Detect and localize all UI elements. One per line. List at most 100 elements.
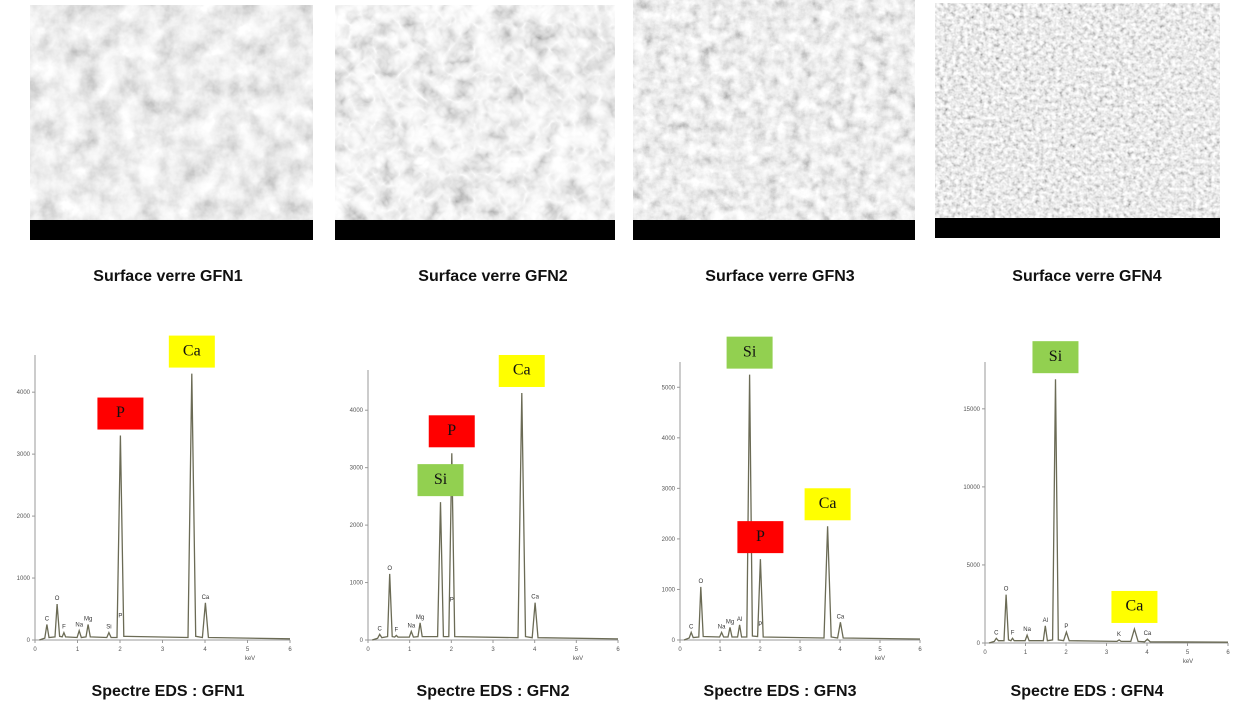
peak-annotation: Ca [1144,631,1152,637]
x-tick-label: 6 [918,647,922,653]
y-tick-label: 0 [672,638,676,644]
x-tick-label: 4 [533,647,537,653]
peak-annotation: K [1117,632,1121,638]
sem-image [935,3,1220,238]
spectrum-line [39,373,291,641]
x-tick-label: 6 [288,647,292,653]
x-axis-label: keV [875,656,885,662]
peak-label-box [726,336,773,369]
x-axis-label: keV [573,656,583,662]
peak-label: P [116,404,125,421]
y-tick-label: 1000 [17,576,31,582]
image-caption: Surface verre GFN4 [1012,268,1162,285]
peak-label-box [1032,341,1079,374]
y-tick-label: 4000 [17,390,31,396]
x-tick-label: 4 [203,647,207,653]
sem-info-bar [30,220,313,240]
y-tick-label: 1000 [662,587,676,593]
x-tick-label: 1 [1024,650,1028,656]
peak-annotation: P [450,598,454,604]
chart-title: Spectre EDS : GFN4 [1011,683,1164,700]
sem-image [633,0,915,240]
y-tick-label: 2000 [17,514,31,520]
x-tick-label: 0 [366,647,370,653]
peak-annotation: O [55,596,60,602]
chart-title: Spectre EDS : GFN1 [92,683,245,700]
x-tick-label: 0 [678,647,682,653]
y-tick-label: 5000 [967,563,981,569]
peak-label-box [498,354,545,387]
peak-label-box [737,521,784,554]
peak-annotation: Al [1043,618,1048,624]
x-tick-label: 2 [450,647,454,653]
x-tick-label: 3 [798,647,802,653]
y-tick-label: 3000 [662,486,676,492]
x-tick-label: 4 [838,647,842,653]
y-tick-label: 5000 [662,385,676,391]
peak-annotation: Na [1023,627,1031,633]
x-axis-label: keV [245,656,255,662]
x-tick-label: 1 [408,647,412,653]
peak-label: Si [743,343,757,360]
y-tick-label: 3000 [350,466,364,472]
x-tick-label: 5 [575,647,579,653]
peak-label: P [447,422,456,439]
peak-annotation: O [1004,587,1009,593]
peak-annotation: Na [407,623,415,629]
x-tick-label: 3 [491,647,495,653]
x-tick-label: 6 [616,647,620,653]
peak-annotation: Al [737,617,742,623]
peak-label-box [97,397,144,430]
peak-annotation: P [758,622,762,628]
peak-label: Ca [513,362,531,379]
x-tick-label: 0 [983,650,987,656]
peak-annotation: F [394,627,398,633]
peak-annotation: Ca [202,595,210,601]
x-tick-label: 5 [878,647,882,653]
peak-annotation: C [377,626,382,632]
peak-label: Si [1049,348,1063,365]
peak-label: Si [434,471,448,488]
peak-annotation: Na [718,624,726,630]
sem-image [335,5,615,240]
spectrum-line [988,379,1229,644]
y-tick-label: 15000 [963,407,980,413]
peak-label-box [428,415,475,448]
x-tick-label: 1 [718,647,722,653]
chart-title: Spectre EDS : GFN2 [417,683,570,700]
spectrum-line [683,374,921,641]
sem-info-bar [633,220,915,240]
peak-annotation: C [45,617,50,623]
x-tick-label: 2 [118,647,122,653]
y-tick-label: 2000 [662,537,676,543]
x-axis-label: keV [1183,659,1193,665]
y-tick-label: 3000 [17,452,31,458]
peak-annotation: Na [75,623,83,629]
peak-label: Ca [1126,598,1144,615]
sem-info-bar [935,218,1220,238]
peak-label-box [168,335,215,368]
peak-annotation: Mg [416,615,424,621]
peak-label-box [1111,590,1158,623]
x-tick-label: 6 [1226,650,1230,656]
peak-label: Ca [819,495,837,512]
peak-annotation: C [994,630,999,636]
peak-annotation: P [118,613,122,619]
y-tick-label: 10000 [963,485,980,491]
x-tick-label: 0 [33,647,37,653]
peak-annotation: Mg [84,617,92,623]
y-tick-label: 2000 [350,523,364,529]
peak-annotation: C [689,624,694,630]
x-tick-label: 4 [1145,650,1149,656]
peak-annotation: Mg [726,619,734,625]
peak-annotation: F [1011,630,1015,636]
chart-title: Spectre EDS : GFN3 [704,683,857,700]
peak-label-box [417,464,464,497]
image-caption: Surface verre GFN3 [705,268,855,285]
y-tick-label: 4000 [662,436,676,442]
x-tick-label: 5 [1186,650,1190,656]
x-tick-label: 5 [246,647,250,653]
image-caption: Surface verre GFN1 [93,268,243,285]
spectrum-line [372,392,619,641]
x-tick-label: 2 [1064,650,1068,656]
